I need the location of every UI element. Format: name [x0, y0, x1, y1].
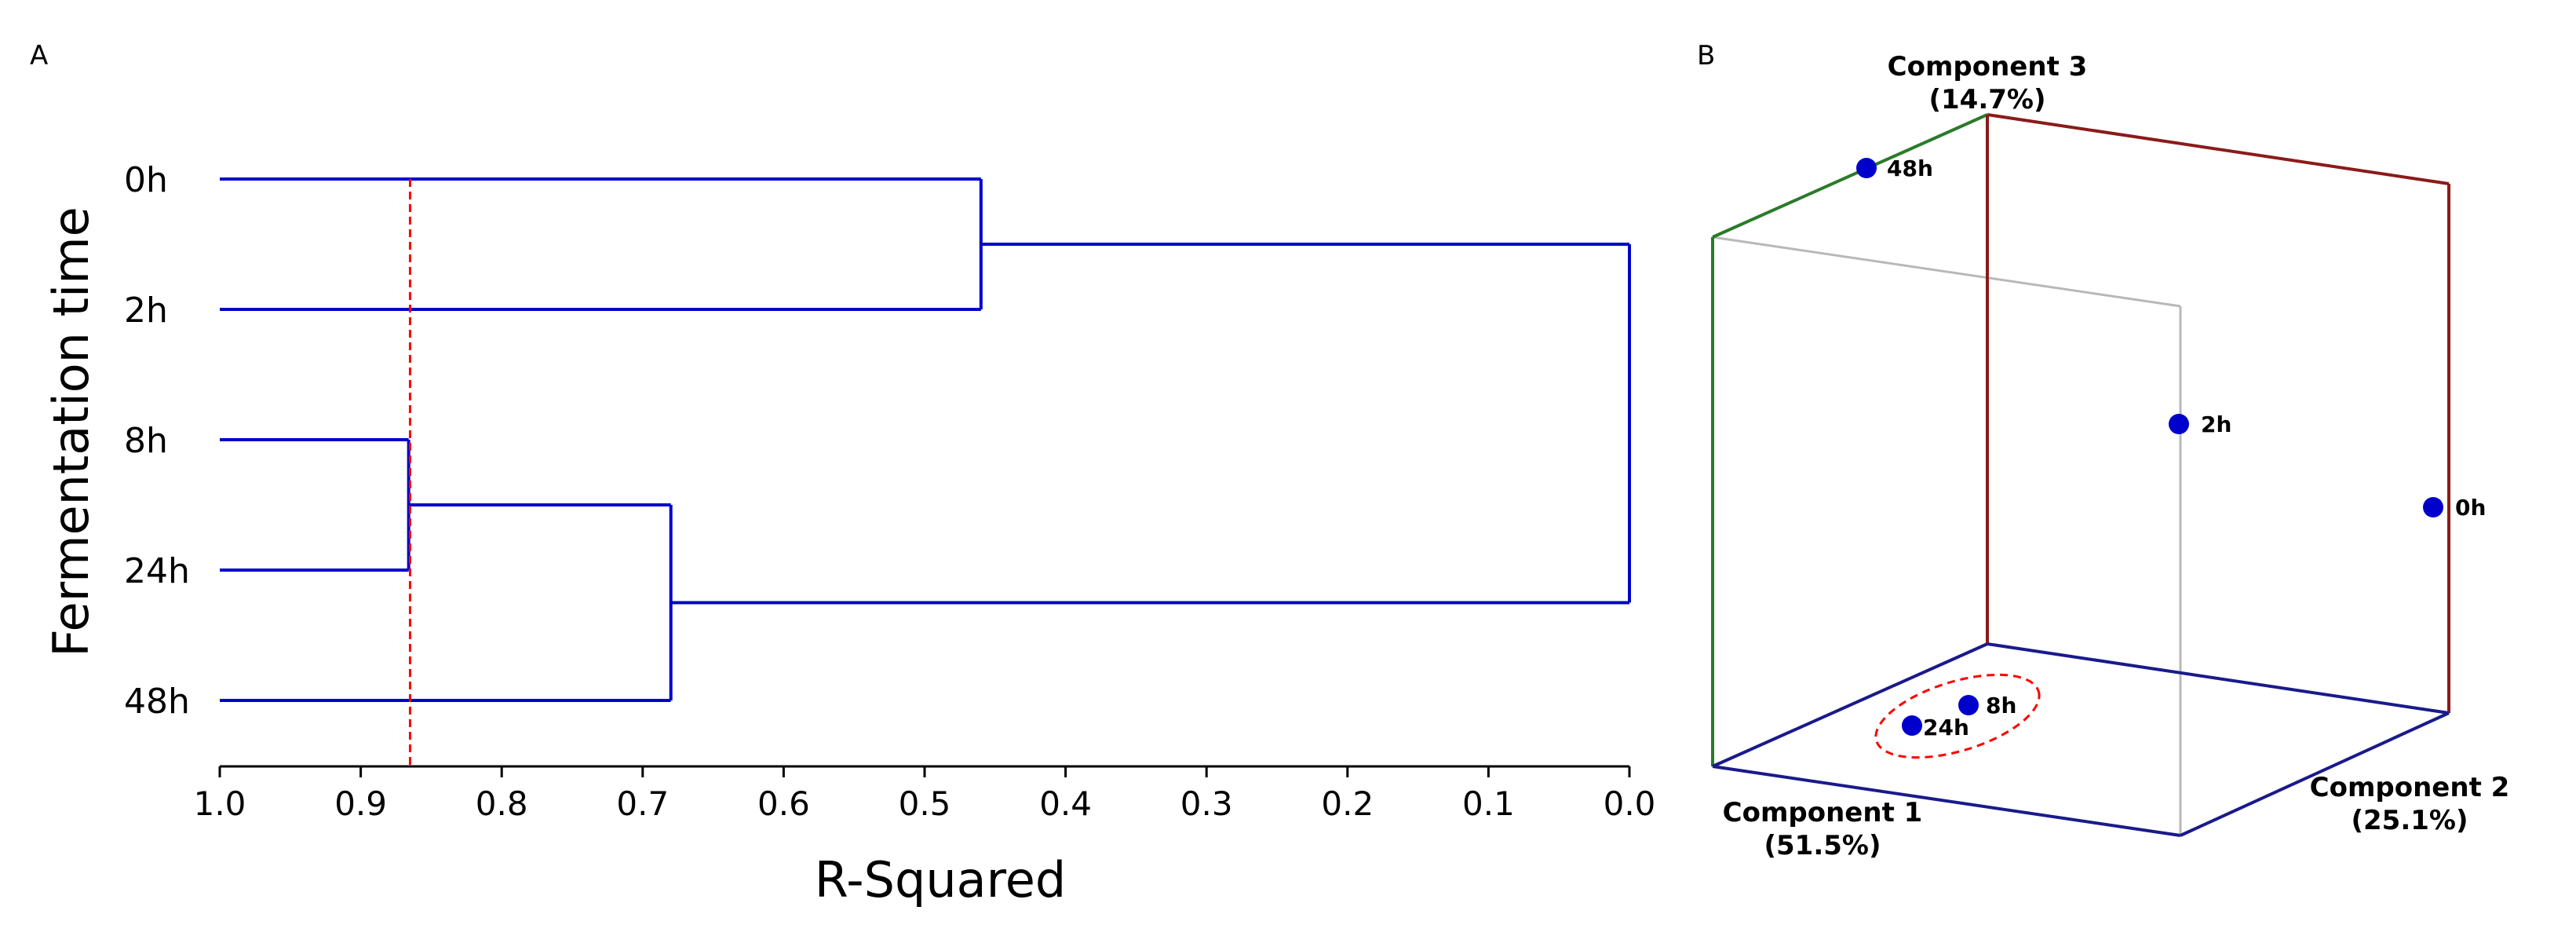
component1-axis [1712, 642, 1988, 768]
component2-edge-front [2180, 711, 2450, 837]
x-tick-label-0.8: 0.8 [476, 784, 528, 823]
point-8h [1958, 695, 1979, 715]
x-tick-label-0.2: 0.2 [1321, 784, 1374, 823]
point-2h [2169, 414, 2189, 434]
component3-percent: (14.7%) [1928, 84, 2045, 115]
pca-3d-panel: B 48h 2h 0h 8h 24h Component 3 (14.7%) C… [1697, 40, 2509, 861]
dendrogram-links [220, 177, 1631, 766]
component2-axis [1987, 642, 2450, 715]
component1-percent: (51.5%) [1764, 830, 1881, 861]
x-tick-label-0.9: 0.9 [334, 784, 387, 823]
x-tick-label-0.1: 0.1 [1462, 784, 1515, 823]
point-label-0h: 0h [2455, 495, 2486, 521]
point-48h [1856, 158, 1877, 178]
point-24h [1902, 715, 1922, 736]
point-label-8h: 8h [1986, 693, 2016, 718]
point-0h [2423, 497, 2443, 517]
x-tick-label-0.7: 0.7 [616, 784, 669, 823]
component1-label: Component 1 [1723, 797, 1923, 828]
point-label-2h: 2h [2201, 411, 2231, 437]
component1-edge-front [1712, 765, 2181, 837]
leaf-label-24h: 24h [124, 551, 190, 591]
component3-label: Component 3 [1888, 51, 2088, 82]
component3-edge-top-left [1712, 113, 1988, 239]
component3-edge-top-right [1987, 113, 2450, 185]
y-axis-label: Fermentation time [42, 207, 100, 657]
x-axis-label: R-Squared [815, 851, 1067, 909]
leaf-labels: 0h 2h 8h 24h 48h [124, 160, 190, 722]
x-tick-label-0.4: 0.4 [1039, 784, 1092, 823]
component2-label: Component 2 [2310, 772, 2510, 803]
x-tick-label-0.6: 0.6 [757, 784, 810, 823]
panel-label-a: A [30, 40, 48, 71]
x-tick-label-0.5: 0.5 [899, 784, 951, 823]
hidden-edge-top [1712, 236, 2181, 308]
dendrogram-panel: A Fermentation time 0h 2h 8h 24h 48h 1.0 0.9 0… [30, 40, 1655, 909]
panel-label-b: B [1697, 40, 1715, 71]
leaf-label-2h: 2h [124, 291, 168, 331]
x-tick-label-0.0: 0.0 [1604, 784, 1656, 823]
point-label-48h: 48h [1887, 155, 1933, 181]
x-axis: 1.0 0.9 0.8 0.7 0.6 0.5 0.4 0.3 0.2 0.1 0.0 [194, 765, 1656, 823]
leaf-label-48h: 48h [124, 682, 190, 722]
x-tick-label-1.0: 1.0 [194, 784, 246, 823]
component2-percent: (25.1%) [2351, 805, 2468, 836]
x-tick-label-0.3: 0.3 [1180, 784, 1233, 823]
cluster-ellipse [1874, 673, 2041, 759]
leaf-label-8h: 8h [124, 421, 168, 461]
leaf-label-0h: 0h [124, 160, 168, 200]
point-label-24h: 24h [1923, 715, 1969, 740]
